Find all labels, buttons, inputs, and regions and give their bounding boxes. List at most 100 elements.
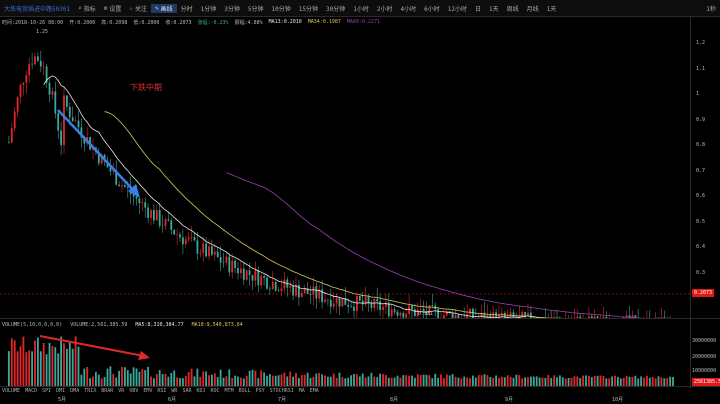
volume-bar bbox=[280, 374, 283, 386]
refresh-rate[interactable]: 1秒 bbox=[706, 5, 716, 13]
indicator-tab[interactable]: DMI bbox=[56, 388, 66, 394]
volume-bar bbox=[150, 376, 152, 386]
indicator-tab[interactable]: TRIX bbox=[84, 388, 97, 394]
volume-bar bbox=[530, 376, 532, 386]
candle-body bbox=[518, 315, 521, 318]
candle-body bbox=[182, 237, 184, 245]
period-tab[interactable]: 1天 bbox=[488, 5, 499, 13]
indicator-tab[interactable]: WR bbox=[171, 388, 178, 394]
volume-bar bbox=[414, 377, 416, 386]
candle-body bbox=[68, 106, 71, 118]
period-tab[interactable]: 1小时 bbox=[353, 5, 369, 13]
volume-bar bbox=[176, 377, 178, 386]
watch-button[interactable]: ☆ 关注 bbox=[129, 4, 147, 13]
period-tab[interactable]: 30分钟 bbox=[325, 5, 346, 13]
candle-body bbox=[66, 95, 68, 107]
indicator-tab[interactable]: BRAR bbox=[101, 388, 114, 394]
info-time: 时间:2018-10-26 08:00 bbox=[2, 19, 64, 26]
volume-bar bbox=[300, 375, 303, 386]
volume-chart[interactable] bbox=[0, 330, 690, 386]
month-label: 8月 bbox=[390, 397, 399, 403]
indicator-tab[interactable]: MTM bbox=[224, 388, 234, 394]
candle-body bbox=[37, 56, 39, 61]
month-label: 6月 bbox=[168, 397, 177, 403]
period-tab[interactable]: 1分钟 bbox=[200, 5, 217, 13]
candle-body bbox=[327, 299, 329, 301]
candle-body bbox=[193, 237, 196, 241]
indicator-tab[interactable]: VOLUME bbox=[2, 388, 21, 394]
period-tab[interactable]: 日 bbox=[474, 5, 481, 13]
indicator-tab[interactable]: RSI bbox=[157, 388, 167, 394]
volume-bar bbox=[344, 378, 347, 386]
candle-body bbox=[521, 311, 524, 316]
period-tab[interactable]: 3分钟 bbox=[224, 5, 240, 13]
candle-body bbox=[451, 312, 454, 318]
draw-button[interactable]: ✎ 画线 bbox=[150, 3, 177, 13]
volume-bar bbox=[13, 340, 16, 386]
volume-bar bbox=[448, 375, 451, 386]
indicator-tab[interactable]: BOLL bbox=[238, 388, 251, 394]
period-tab[interactable]: 5分钟 bbox=[247, 5, 264, 13]
candle-body bbox=[402, 312, 405, 318]
volume-bar bbox=[396, 375, 399, 386]
period-tab[interactable]: 分时 bbox=[180, 5, 193, 13]
indicator-button[interactable]: ⌕ 指标 bbox=[78, 4, 96, 13]
volume-bar bbox=[34, 340, 36, 386]
settings-button[interactable]: ⚙ 设置 bbox=[103, 4, 122, 13]
candle-body bbox=[509, 312, 512, 316]
period-tab[interactable]: 2小时 bbox=[376, 5, 393, 13]
indicator-tab[interactable]: DMA bbox=[70, 388, 80, 394]
candle-body bbox=[332, 303, 335, 307]
period-tab[interactable]: 4小时 bbox=[400, 5, 417, 13]
indicator-tab[interactable]: PSY bbox=[255, 388, 265, 394]
period-tab[interactable]: 6小时 bbox=[424, 5, 440, 13]
volume-bar bbox=[22, 336, 25, 386]
volume-bar bbox=[463, 376, 466, 386]
indicator-tab[interactable]: VR bbox=[118, 388, 125, 394]
period-tab[interactable]: 月线 bbox=[526, 5, 539, 13]
volume-bar bbox=[83, 368, 86, 386]
volume-bar bbox=[199, 376, 202, 386]
candle-body bbox=[132, 194, 135, 197]
indicator-tab[interactable]: EMV bbox=[143, 388, 153, 394]
volume-bar bbox=[512, 377, 515, 386]
period-tab[interactable]: 周线 bbox=[506, 5, 519, 13]
volume-bar bbox=[408, 375, 410, 386]
period-tab[interactable]: 10分钟 bbox=[271, 5, 291, 13]
indicator-tab[interactable]: KDJ bbox=[196, 388, 206, 394]
volume-bar bbox=[361, 373, 364, 386]
indicator-tab[interactable]: MACD bbox=[25, 388, 38, 394]
indicator-tab[interactable]: SPI bbox=[42, 388, 52, 394]
volume-bar bbox=[289, 371, 292, 386]
indicator-tab[interactable]: OBV bbox=[129, 388, 139, 394]
volume-bar bbox=[628, 376, 631, 386]
candle-body bbox=[414, 309, 416, 317]
indicator-tab[interactable]: ROC bbox=[210, 388, 220, 394]
volume-bar bbox=[573, 376, 576, 386]
vol-axis-mid: 20000000 bbox=[692, 354, 717, 360]
ma13-line bbox=[43, 75, 543, 318]
volume-bar bbox=[48, 343, 51, 386]
indicator-tab[interactable]: EMA bbox=[309, 388, 319, 394]
candle-body bbox=[663, 317, 666, 318]
volume-bar bbox=[608, 378, 611, 386]
indicator-tab[interactable]: STOCHRSI bbox=[269, 388, 294, 394]
indicator-tab[interactable]: MA bbox=[298, 388, 305, 394]
volume-bar bbox=[503, 377, 506, 386]
candle-body bbox=[213, 251, 216, 255]
period-tab[interactable]: 1天 bbox=[546, 5, 557, 13]
period-tab[interactable]: 15分钟 bbox=[298, 5, 318, 13]
month-label: 7月 bbox=[278, 397, 287, 403]
volume-bar bbox=[347, 377, 350, 386]
symbol-title[interactable]: 大炼电贸插进中路50301 bbox=[4, 5, 71, 13]
indicator-tab[interactable]: SAR bbox=[182, 388, 192, 394]
candle-body bbox=[190, 237, 193, 238]
candlestick-chart[interactable] bbox=[0, 28, 690, 318]
vol-legend-ma10: MA10:9,540,873.64 bbox=[191, 322, 243, 328]
volume-bar bbox=[286, 376, 289, 386]
candle-body bbox=[147, 207, 149, 218]
candle-body bbox=[80, 127, 83, 138]
period-tab[interactable]: 12小时 bbox=[447, 5, 467, 13]
month-label: 10月 bbox=[612, 397, 624, 403]
axis-divider bbox=[690, 16, 691, 388]
